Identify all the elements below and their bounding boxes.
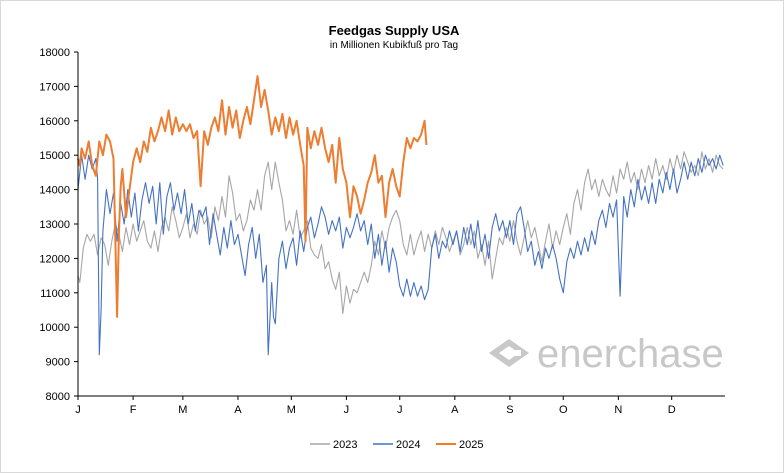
y-tick-label: 17000	[39, 81, 70, 93]
x-tick-label: J	[75, 404, 81, 416]
legend-label-2024: 2024	[396, 439, 420, 451]
y-tick-label: 9000	[46, 357, 70, 369]
enerchase-logo-icon	[489, 339, 529, 367]
x-tick-label: N	[614, 404, 622, 416]
y-tick-label: 10000	[39, 322, 70, 334]
y-tick-label: 18000	[39, 47, 70, 59]
series-line-2025	[77, 75, 428, 318]
legend: 2023 2024 2025	[310, 439, 483, 451]
x-tick-label: J	[397, 404, 403, 416]
enerchase-logo: enerchase	[489, 332, 724, 376]
y-tick-label: 15000	[39, 150, 70, 162]
x-tick-label: J	[344, 404, 350, 416]
y-tick-label: 12000	[39, 253, 70, 265]
legend-label-2023: 2023	[333, 439, 357, 451]
y-tick-label: 16000	[39, 116, 70, 128]
x-tick-label: S	[506, 404, 513, 416]
x-tick-label: O	[559, 404, 568, 416]
series-line-2024	[77, 154, 724, 356]
x-tick-label: M	[178, 404, 187, 416]
chart-subtitle: in Millionen Kubikfuß pro Tag	[330, 40, 458, 51]
x-tick-label: A	[234, 404, 242, 416]
series-line-2023	[77, 151, 724, 314]
axes: 8000 9000 10000 11000 12000 13000 14000 15000 16…	[39, 47, 725, 416]
y-tick-label: 11000	[40, 288, 70, 300]
x-tick-label: M	[287, 404, 296, 416]
legend-label-2025: 2025	[459, 439, 483, 451]
x-tick-label: F	[130, 404, 137, 416]
x-tick-label: A	[451, 404, 459, 416]
watermark-text: enerchase	[537, 332, 724, 376]
chart-title: Feedgas Supply USA	[329, 23, 460, 38]
y-tick-label: 13000	[39, 219, 70, 231]
y-tick-label: 14000	[39, 185, 70, 197]
plot-area	[77, 75, 724, 356]
x-tick-label: D	[668, 404, 676, 416]
y-tick-label: 8000	[46, 391, 70, 403]
